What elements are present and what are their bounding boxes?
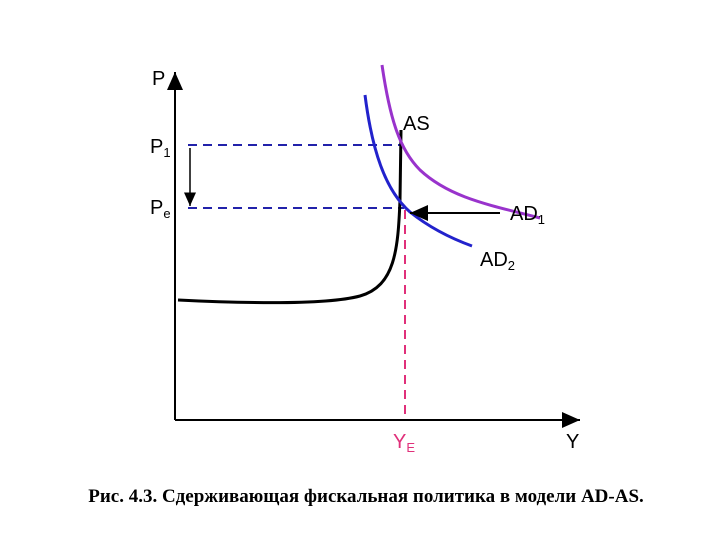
as-label: AS [403, 113, 430, 135]
pe-label: Pe [150, 197, 171, 221]
ye-text: Y [393, 431, 406, 453]
p1-text: P [150, 136, 163, 158]
as-curve [177, 129, 403, 305]
ad2-curve [363, 94, 473, 248]
ad2-label: AD2 [480, 249, 515, 273]
ad1-sub: 1 [538, 212, 545, 227]
p1-sub: 1 [163, 145, 170, 160]
ye-label: YE [393, 431, 415, 455]
caption: Рис. 4.3. Сдерживающая фискальная полити… [88, 486, 644, 507]
ad2-text: AD [480, 249, 508, 271]
ad2-sub: 2 [508, 258, 515, 273]
x-axis-label: Y [566, 431, 579, 453]
y-axis-label: P [152, 68, 165, 90]
pe-text: P [150, 197, 163, 219]
ad1-text: AD [510, 203, 538, 225]
pe-sub: e [163, 206, 170, 221]
p1-label: P1 [150, 136, 171, 160]
ye-sub: E [406, 440, 415, 455]
ad1-curve [380, 64, 541, 220]
ad1-label: AD1 [510, 203, 545, 227]
